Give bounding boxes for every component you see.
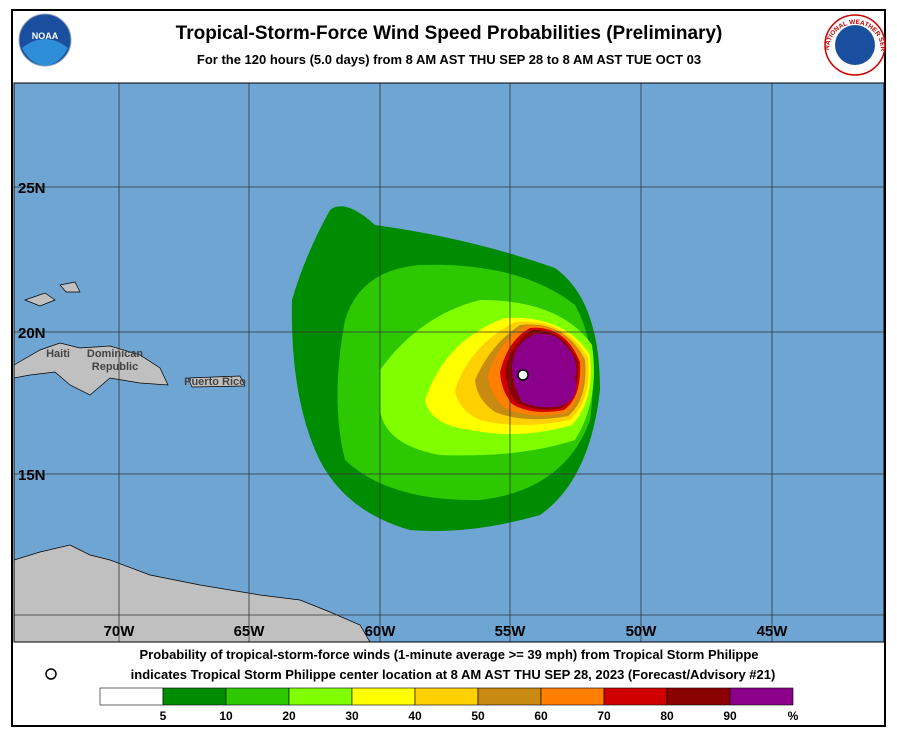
nws-logo-inner bbox=[835, 25, 875, 65]
legend-swatch bbox=[477, 687, 542, 706]
contour-90 bbox=[512, 333, 577, 408]
legend-label: 40 bbox=[408, 709, 422, 723]
legend: 5 10 20 30 40 50 60 70 80 90% bbox=[99, 687, 799, 723]
legend-swatch bbox=[99, 687, 164, 706]
legend-label: 20 bbox=[282, 709, 296, 723]
bahamas bbox=[24, 281, 81, 307]
lat-label: 25N bbox=[18, 180, 46, 197]
legend-label: 90 bbox=[723, 709, 737, 723]
map-area: Haiti Dominican Republic Puerto Rico bbox=[14, 83, 884, 642]
legend-label: 30 bbox=[345, 709, 359, 723]
lon-label: 70W bbox=[104, 623, 136, 640]
legend-swatch bbox=[414, 687, 479, 706]
storm-center bbox=[517, 369, 529, 381]
footer-line: Probability of tropical-storm-force wind… bbox=[139, 647, 758, 662]
legend-unit: % bbox=[788, 709, 799, 723]
land bbox=[14, 281, 371, 642]
legend-swatch bbox=[351, 687, 416, 706]
lon-label: 65W bbox=[234, 623, 266, 640]
title: Tropical-Storm-Force Wind Speed Probabil… bbox=[176, 23, 723, 44]
lat-label: 15N bbox=[18, 467, 46, 484]
noaa-logo-text: NOAA bbox=[32, 31, 59, 41]
subtitle: For the 120 hours (5.0 days) from 8 AM A… bbox=[197, 52, 701, 67]
legend-swatch bbox=[729, 687, 794, 706]
center-symbol bbox=[45, 668, 57, 680]
lat-label: 20N bbox=[18, 325, 46, 342]
legend-swatch bbox=[540, 687, 605, 706]
place-label: Haiti bbox=[46, 348, 70, 360]
footer-line: indicates Tropical Storm Philippe center… bbox=[131, 667, 776, 682]
legend-swatch bbox=[666, 687, 731, 706]
probability-contours bbox=[291, 206, 600, 532]
lon-label: 60W bbox=[365, 623, 397, 640]
legend-swatch bbox=[603, 687, 668, 706]
lon-label: 50W bbox=[626, 623, 658, 640]
place-label: Dominican Republic bbox=[86, 348, 144, 373]
noaa-logo-wave bbox=[22, 39, 68, 66]
graticule bbox=[14, 83, 884, 642]
legend-label: 70 bbox=[597, 709, 611, 723]
hispaniola bbox=[14, 342, 169, 396]
legend-label: 60 bbox=[534, 709, 548, 723]
puerto-rico bbox=[187, 375, 246, 388]
lon-label: 45W bbox=[757, 623, 789, 640]
lon-label: 55W bbox=[495, 623, 527, 640]
legend-swatch bbox=[225, 687, 290, 706]
south-america bbox=[14, 544, 371, 642]
map-border bbox=[13, 82, 885, 643]
legend-swatch bbox=[162, 687, 227, 706]
legend-label: 50 bbox=[471, 709, 485, 723]
legend-label: 5 bbox=[160, 709, 167, 723]
legend-label: 80 bbox=[660, 709, 674, 723]
place-label: Puerto Rico bbox=[184, 376, 246, 388]
place-label-box: Dominican Republic bbox=[86, 348, 144, 373]
legend-swatch bbox=[288, 687, 353, 706]
legend-label: 10 bbox=[219, 709, 233, 723]
